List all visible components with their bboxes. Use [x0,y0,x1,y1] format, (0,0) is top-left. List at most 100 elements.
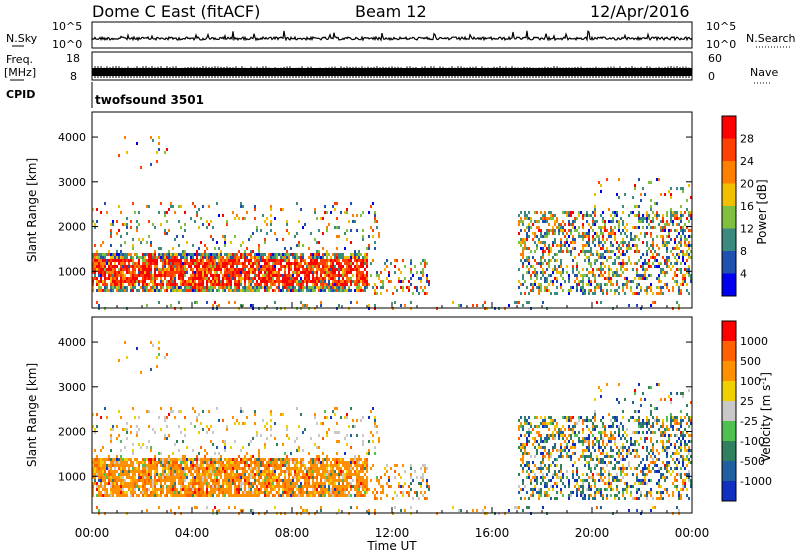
heatmap-cell [534,250,536,253]
heatmap-cell [646,253,648,256]
heatmap-cell [192,277,194,280]
heatmap-cell [120,458,122,461]
heatmap-cell [332,485,334,488]
heatmap-cell [104,256,106,259]
heatmap-cell [198,482,200,485]
heatmap-cell [194,262,196,265]
heatmap-cell [264,488,266,491]
heatmap-cell [200,289,202,292]
heatmap-cell [244,464,246,467]
heatmap-cell [92,280,94,283]
heatmap-cell [622,241,624,244]
heatmap-cell [168,467,170,470]
heatmap-cell [610,229,612,232]
heatmap-cell [138,271,140,274]
heatmap-cell [152,277,154,280]
heatmap-cell [332,262,334,265]
heatmap-cell [276,482,278,485]
heatmap-cell [552,241,554,244]
heatmap-cell [662,235,664,238]
heatmap-cell [190,262,192,265]
heatmap-cell [226,461,228,464]
heatmap-cell [652,247,654,250]
heatmap-cell [326,458,328,461]
heatmap-cell [610,226,612,229]
heatmap-cell [92,265,94,268]
heatmap-cell [332,277,334,280]
heatmap-cell [312,289,314,292]
heatmap-cell [114,265,116,268]
heatmap-cell [226,458,228,461]
heatmap-cell [210,280,212,283]
heatmap-cell [348,259,350,262]
heatmap-cell [190,265,192,268]
heatmap-cell [320,485,322,488]
heatmap-cell [598,244,600,247]
heatmap-cell [266,274,268,277]
heatmap-cell [110,467,112,470]
heatmap-cell [122,476,124,479]
heatmap-cell [198,253,200,256]
heatmap-cell [426,280,428,283]
heatmap-cell [392,292,394,295]
heatmap-cell [110,428,112,431]
heatmap-cell [188,262,190,265]
heatmap-cell [210,491,212,494]
heatmap-cell [560,229,562,232]
heatmap-cell [302,488,304,491]
heatmap-cell [130,220,132,223]
heatmap-cell [676,283,678,286]
heatmap-cell [220,250,222,253]
heatmap-cell [296,253,298,256]
heatmap-cell [160,428,162,431]
heatmap-cell [648,265,650,268]
heatmap-cell [684,211,686,214]
heatmap-cell [268,289,270,292]
heatmap-cell [204,458,206,461]
heatmap-cell [266,277,268,280]
heatmap-cell [166,271,168,274]
heatmap-cell [190,274,192,277]
heatmap-cell [228,485,230,488]
heatmap-cell [272,271,274,274]
heatmap-cell [420,277,422,280]
heatmap-cell [168,274,170,277]
heatmap-cell [564,211,566,214]
heatmap-cell [180,253,182,256]
heatmap-cell [98,289,100,292]
heatmap-cell [350,259,352,262]
heatmap-cell [520,244,522,247]
heatmap-cell [170,509,172,512]
heatmap-cell [98,286,100,289]
heatmap-cell [612,250,614,253]
heatmap-cell [524,292,526,295]
heatmap-cell [306,479,308,482]
heatmap-cell [656,259,658,262]
heatmap-cell [688,265,690,268]
heatmap-cell [256,286,258,289]
heatmap-cell [220,461,222,464]
heatmap-cell [130,283,132,286]
heatmap-cell [164,437,166,440]
heatmap-cell [576,286,578,289]
heatmap-cell [300,208,302,211]
heatmap-cell [286,455,288,458]
heatmap-cell [242,262,244,265]
heatmap-cell [188,289,190,292]
heatmap-cell [548,265,550,268]
heatmap-cell [178,277,180,280]
heatmap-cell [588,241,590,244]
heatmap-cell [394,259,396,262]
heatmap-cell [564,280,566,283]
heatmap-cell [294,464,296,467]
heatmap-cell [180,205,182,208]
heatmap-cell [190,280,192,283]
heatmap-cell [156,488,158,491]
heatmap-cell [144,482,146,485]
heatmap-cell [122,488,124,491]
heatmap-cell [108,271,110,274]
heatmap-cell [224,271,226,274]
heatmap-cell [130,482,132,485]
heatmap-cell [610,244,612,247]
heatmap-cell [222,479,224,482]
